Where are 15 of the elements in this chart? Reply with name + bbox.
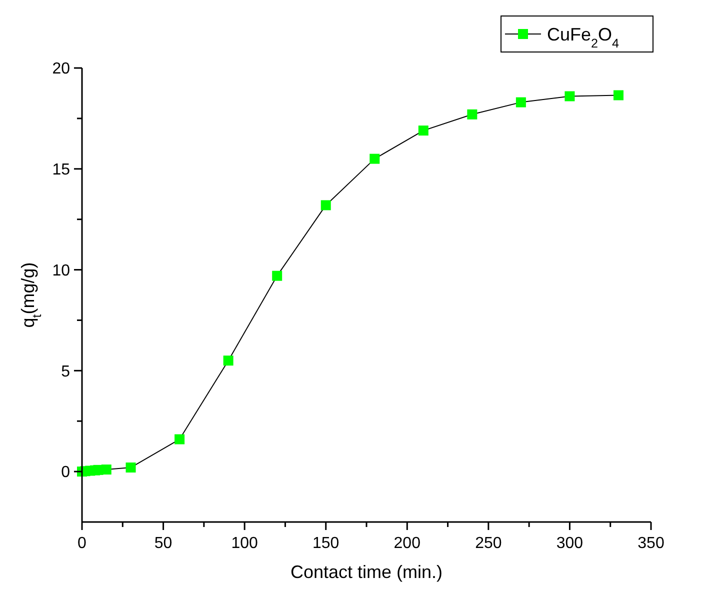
x-tick-label: 150 (312, 535, 340, 552)
x-tick-label: 300 (556, 535, 584, 552)
x-axis-title: Contact time (min.) (290, 562, 443, 582)
y-tick-label: 5 (61, 363, 70, 380)
x-tick-label: 350 (638, 535, 664, 552)
y-tick-label: 15 (52, 161, 70, 178)
x-tick-label: 200 (394, 535, 421, 552)
y-tick-label: 0 (61, 464, 70, 482)
legend-label: CuFe$_{2}$O$_{4}$ (547, 24, 620, 50)
y-tick-label: 20 (52, 60, 70, 78)
x-tick-label: 100 (231, 535, 258, 552)
x-tick-label: 0 (78, 535, 87, 552)
x-tick-label: 50 (154, 535, 172, 552)
y-tick-label: 10 (52, 262, 70, 280)
x-tick-label: 250 (475, 535, 502, 552)
